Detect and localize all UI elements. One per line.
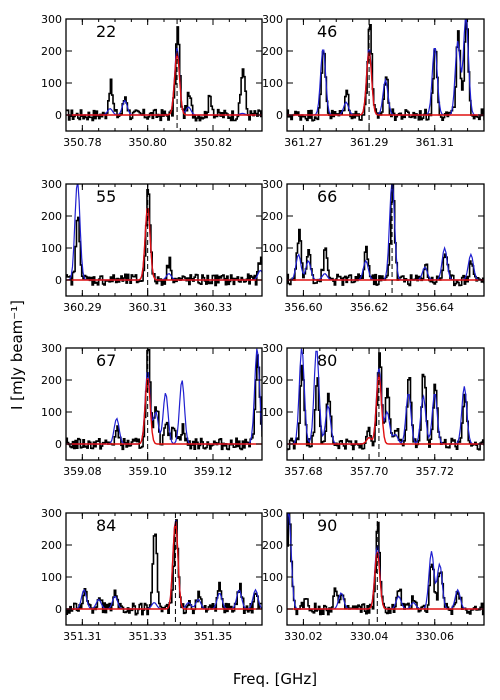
x-tick-label: 360.33 bbox=[194, 301, 233, 314]
x-tick-label: 359.10 bbox=[128, 465, 167, 478]
x-tick-label: 356.62 bbox=[350, 301, 389, 314]
y-tick-label: 200 bbox=[262, 539, 283, 552]
x-tick-label: 357.68 bbox=[284, 465, 323, 478]
total-model-line bbox=[66, 47, 262, 116]
y-tick-label: 0 bbox=[276, 438, 283, 451]
spectra-66 bbox=[287, 184, 484, 296]
observed-spectrum-line bbox=[287, 352, 484, 451]
y-tick-label: 200 bbox=[262, 45, 283, 58]
x-tick-label: 330.06 bbox=[416, 630, 455, 643]
spectra-46 bbox=[287, 19, 484, 131]
y-axis-title: I [mJy beam⁻¹] bbox=[8, 300, 26, 410]
observed-spectrum-line bbox=[66, 26, 262, 122]
x-tick-label: 361.29 bbox=[350, 136, 389, 149]
panel-number-label: 22 bbox=[96, 22, 116, 41]
y-tick-label: 100 bbox=[262, 571, 283, 584]
y-tick-label: 300 bbox=[41, 178, 62, 191]
panel-84: 351.31 351.33 351.35 0 100 200 300 84 bbox=[41, 507, 263, 643]
panel-number-label: 80 bbox=[317, 351, 337, 370]
y-tick-label: 0 bbox=[276, 109, 283, 122]
spectra-22 bbox=[66, 19, 262, 131]
x-tick-label: 361.31 bbox=[416, 136, 455, 149]
x-tick-label: 357.70 bbox=[350, 465, 389, 478]
total-model-line bbox=[287, 184, 484, 281]
y-tick-label: 200 bbox=[41, 210, 62, 223]
y-tick-label: 100 bbox=[41, 571, 62, 584]
x-tick-label: 351.31 bbox=[63, 630, 102, 643]
y-tick-label: 300 bbox=[41, 342, 62, 355]
observed-spectrum-line bbox=[66, 519, 262, 616]
panel-67: 359.08 359.10 359.12 0 100 200 300 67 bbox=[41, 342, 263, 478]
y-tick-label: 300 bbox=[41, 13, 62, 26]
line-model-line bbox=[66, 52, 262, 116]
y-tick-label: 100 bbox=[262, 77, 283, 90]
y-tick-label: 200 bbox=[262, 210, 283, 223]
y-tick-label: 0 bbox=[55, 603, 62, 616]
x-tick-label: 330.04 bbox=[350, 630, 389, 643]
y-tick-label: 300 bbox=[262, 507, 283, 520]
x-tick-label: 330.02 bbox=[284, 630, 323, 643]
observed-spectrum-line bbox=[287, 513, 484, 616]
y-tick-label: 200 bbox=[41, 45, 62, 58]
panel-number-label: 67 bbox=[96, 351, 116, 370]
spectra-84 bbox=[66, 513, 262, 625]
spectra-67 bbox=[66, 348, 262, 460]
y-tick-label: 200 bbox=[41, 539, 62, 552]
y-tick-label: 0 bbox=[276, 274, 283, 287]
y-tick-label: 0 bbox=[55, 274, 62, 287]
y-tick-label: 100 bbox=[262, 406, 283, 419]
y-tick-label: 200 bbox=[41, 374, 62, 387]
line-model-line bbox=[66, 378, 262, 445]
panel-80: 357.68 357.70 357.72 0 100 200 300 80 bbox=[262, 342, 485, 478]
spectra-55 bbox=[66, 184, 262, 296]
x-tick-label: 360.31 bbox=[128, 301, 167, 314]
y-tick-label: 300 bbox=[41, 507, 62, 520]
y-tick-label: 200 bbox=[262, 374, 283, 387]
panel-90: 330.02 330.04 330.06 0 100 200 300 90 bbox=[262, 507, 485, 643]
panel-66: 356.60 356.62 356.64 0 100 200 300 66 bbox=[262, 178, 485, 314]
x-tick-label: 356.64 bbox=[416, 301, 455, 314]
x-tick-label: 350.82 bbox=[194, 136, 233, 149]
panel-number-label: 90 bbox=[317, 516, 337, 535]
y-tick-label: 300 bbox=[262, 178, 283, 191]
y-tick-label: 300 bbox=[262, 13, 283, 26]
spectra-80 bbox=[287, 348, 484, 460]
y-tick-label: 100 bbox=[262, 242, 283, 255]
line-model-line bbox=[287, 551, 484, 610]
panel-number-label: 46 bbox=[317, 22, 337, 41]
x-axis-title: Freq. [GHz] bbox=[233, 670, 317, 688]
y-tick-label: 300 bbox=[262, 342, 283, 355]
x-tick-label: 350.78 bbox=[63, 136, 102, 149]
y-tick-label: 100 bbox=[41, 406, 62, 419]
panel-number-label: 55 bbox=[96, 187, 116, 206]
spectra-90 bbox=[287, 513, 484, 625]
y-tick-label: 0 bbox=[55, 438, 62, 451]
y-tick-label: 0 bbox=[55, 109, 62, 122]
panel-number-label: 66 bbox=[317, 187, 337, 206]
total-model-line bbox=[287, 19, 484, 116]
line-model-line bbox=[287, 52, 484, 116]
line-model-line bbox=[66, 521, 262, 610]
x-tick-label: 356.60 bbox=[284, 301, 323, 314]
panel-46: 361.27 361.29 361.31 0 100 200 300 46 bbox=[262, 13, 485, 149]
x-tick-label: 359.08 bbox=[63, 465, 102, 478]
panel-55: 360.29 360.31 360.33 0 100 200 300 55 bbox=[41, 178, 263, 314]
x-tick-label: 361.27 bbox=[284, 136, 323, 149]
line-model-line bbox=[287, 373, 484, 445]
line-model-line bbox=[66, 208, 262, 281]
y-tick-label: 100 bbox=[41, 242, 62, 255]
x-tick-label: 350.80 bbox=[128, 136, 167, 149]
x-tick-label: 351.35 bbox=[194, 630, 233, 643]
y-tick-label: 100 bbox=[41, 77, 62, 90]
x-tick-label: 351.33 bbox=[128, 630, 167, 643]
panel-number-label: 84 bbox=[96, 516, 116, 535]
y-tick-label: 0 bbox=[276, 603, 283, 616]
x-tick-label: 357.72 bbox=[416, 465, 455, 478]
panel-22: 350.78 350.80 350.82 0 100 200 300 22 bbox=[41, 13, 263, 149]
x-tick-label: 360.29 bbox=[63, 301, 102, 314]
x-tick-label: 359.12 bbox=[194, 465, 233, 478]
